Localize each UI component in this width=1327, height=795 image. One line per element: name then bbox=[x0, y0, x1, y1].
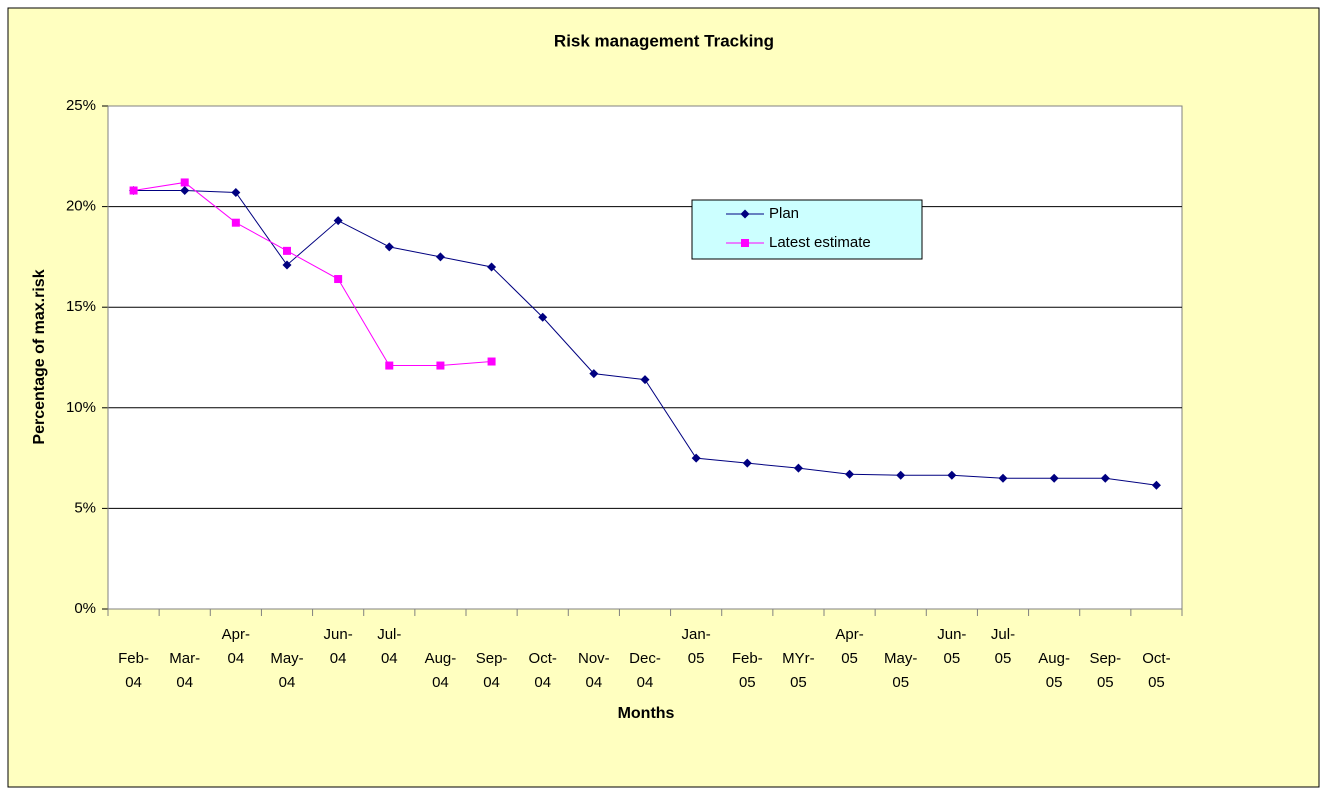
legend-label: Latest estimate bbox=[769, 234, 871, 251]
x-tick-label: Jun-05 bbox=[937, 626, 967, 667]
marker bbox=[740, 209, 750, 219]
marker bbox=[282, 260, 292, 270]
x-tick-label: Feb-04 bbox=[118, 650, 149, 691]
x-tick-label: Mar-04 bbox=[169, 650, 201, 691]
y-tick-label: 15% bbox=[66, 298, 96, 315]
plot-area bbox=[107, 105, 1183, 610]
x-tick-label: Jul-05 bbox=[990, 626, 1016, 667]
marker bbox=[333, 216, 343, 226]
marker bbox=[385, 361, 394, 370]
x-tick-label: Apr-04 bbox=[221, 626, 251, 667]
x-tick-label: MYr-05 bbox=[782, 650, 815, 691]
chart-title: Risk management Tracking bbox=[554, 31, 774, 50]
marker bbox=[896, 470, 906, 480]
y-tick-label: 5% bbox=[74, 499, 96, 516]
x-tick-label: Aug-04 bbox=[424, 650, 457, 691]
marker bbox=[487, 262, 497, 272]
marker bbox=[1100, 473, 1110, 483]
marker bbox=[231, 218, 240, 227]
marker bbox=[384, 242, 394, 252]
x-tick-label: Jul-04 bbox=[377, 626, 402, 667]
series-line bbox=[133, 181, 492, 367]
x-tick-label: Apr-05 bbox=[835, 626, 864, 667]
marker bbox=[180, 186, 190, 196]
x-tick-label: Sep-04 bbox=[475, 650, 508, 691]
y-axis-title: Percentage of max.risk bbox=[31, 269, 48, 444]
y-tick-label: 10% bbox=[66, 399, 96, 416]
x-tick-label: Dec-04 bbox=[629, 650, 661, 691]
marker bbox=[334, 275, 343, 284]
marker bbox=[640, 375, 650, 385]
x-tick-label: Nov-04 bbox=[578, 650, 610, 691]
marker bbox=[180, 178, 189, 187]
marker bbox=[1049, 473, 1059, 483]
marker bbox=[129, 186, 138, 195]
marker bbox=[793, 463, 803, 473]
y-tick-label: 0% bbox=[74, 600, 96, 617]
x-tick-label: Oct-05 bbox=[1142, 650, 1171, 691]
y-tick-label: 25% bbox=[66, 97, 96, 114]
marker bbox=[283, 246, 291, 255]
marker bbox=[741, 239, 749, 247]
y-tick-label: 20% bbox=[66, 198, 96, 215]
legend-box bbox=[691, 199, 923, 260]
marker bbox=[691, 453, 701, 463]
x-axis-title: Months bbox=[618, 705, 675, 722]
marker bbox=[589, 369, 599, 379]
marker bbox=[998, 473, 1008, 483]
marker bbox=[436, 361, 445, 370]
x-tick-label: May-04 bbox=[270, 650, 304, 691]
x-tick-label: Feb-05 bbox=[731, 650, 763, 691]
marker bbox=[487, 357, 496, 366]
x-tick-label: May-05 bbox=[884, 650, 918, 691]
x-tick-label: Aug-05 bbox=[1038, 650, 1070, 691]
marker bbox=[538, 312, 548, 322]
marker bbox=[742, 458, 752, 468]
legend-label: Plan bbox=[769, 205, 799, 222]
marker bbox=[947, 470, 957, 480]
x-tick-label: Sep-05 bbox=[1089, 650, 1122, 691]
marker bbox=[845, 469, 855, 479]
x-tick-label: Jan-05 bbox=[681, 626, 711, 667]
marker bbox=[435, 252, 445, 262]
x-tick-label: Jun-04 bbox=[323, 626, 353, 667]
marker bbox=[231, 188, 241, 198]
x-tick-label: Oct-04 bbox=[528, 650, 557, 691]
marker bbox=[1151, 480, 1161, 490]
